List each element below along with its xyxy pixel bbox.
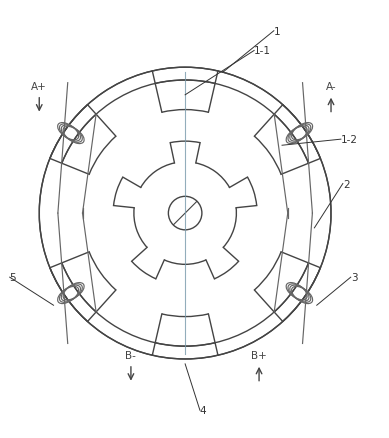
Text: 4: 4 bbox=[200, 405, 207, 415]
Text: 3: 3 bbox=[351, 272, 357, 283]
Text: 1: 1 bbox=[274, 27, 280, 37]
Text: B+: B+ bbox=[251, 350, 267, 360]
Text: A+: A+ bbox=[32, 81, 47, 92]
Text: 1-1: 1-1 bbox=[254, 46, 271, 57]
Text: 5: 5 bbox=[10, 272, 16, 283]
Text: 1-2: 1-2 bbox=[341, 135, 358, 145]
Text: B-: B- bbox=[126, 350, 137, 360]
Text: 2: 2 bbox=[343, 179, 349, 189]
Text: A-: A- bbox=[326, 81, 336, 92]
